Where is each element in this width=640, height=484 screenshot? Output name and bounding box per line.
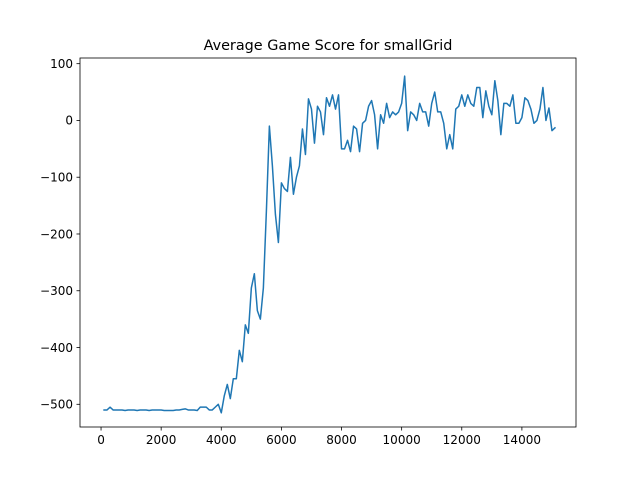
series-line xyxy=(103,75,557,414)
axes-frame xyxy=(79,57,577,428)
y-tick-label: −400 xyxy=(40,341,73,355)
y-axis: −500 −400 −300 −200 −100 0 100 xyxy=(40,57,80,412)
x-tick-label: 10000 xyxy=(383,433,421,447)
plot-area xyxy=(79,57,577,428)
x-tick-label: 2000 xyxy=(146,433,177,447)
x-tick-label: 12000 xyxy=(443,433,481,447)
x-tick-label: 14000 xyxy=(503,433,541,447)
y-tick-label: −100 xyxy=(40,171,73,185)
x-axis: 0 2000 4000 6000 8000 10000 12000 14000 xyxy=(97,427,541,447)
series-layer xyxy=(103,75,557,414)
y-tick-label: −500 xyxy=(40,398,73,412)
x-tick-label: 8000 xyxy=(326,433,357,447)
y-tick-label: −300 xyxy=(40,284,73,298)
y-tick-label: −200 xyxy=(40,227,73,241)
x-tick-label: 6000 xyxy=(266,433,297,447)
y-tick-label: 100 xyxy=(50,57,73,71)
x-tick-label: 4000 xyxy=(206,433,237,447)
y-tick-label: 0 xyxy=(65,114,73,128)
x-tick-label: 0 xyxy=(97,433,105,447)
chart-title: Average Game Score for smallGrid xyxy=(204,38,453,54)
